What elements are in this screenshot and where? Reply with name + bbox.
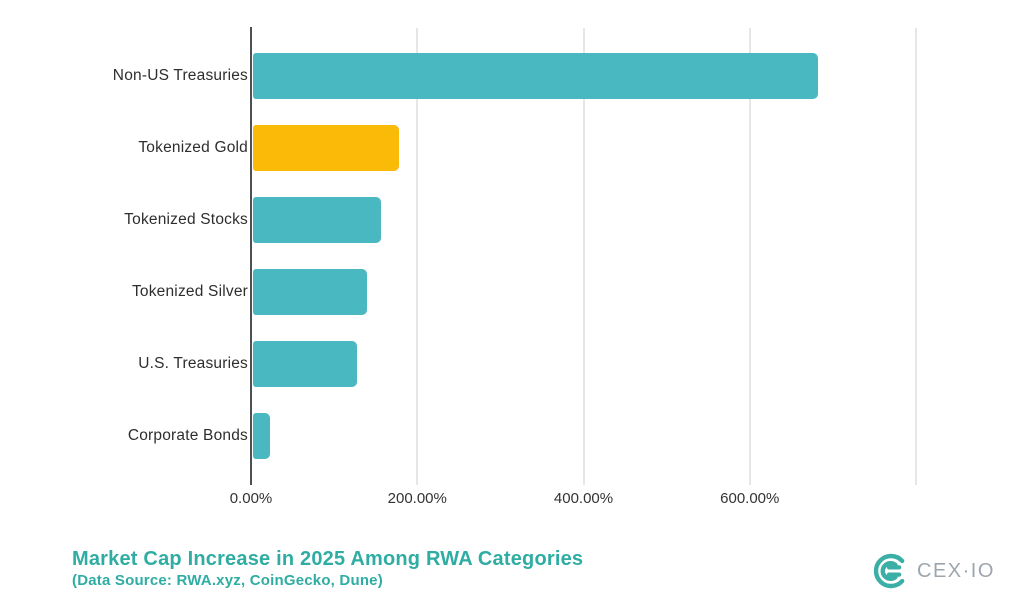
category-label-tokenized-gold: Tokenized Gold xyxy=(138,139,248,156)
bar-tokenized-silver xyxy=(253,269,367,315)
x-tick-label: 400.00% xyxy=(553,490,614,507)
bar-non-us-treasuries xyxy=(253,53,819,99)
category-label-u-s-treasuries: U.S. Treasuries xyxy=(138,355,248,372)
gridline xyxy=(416,28,419,485)
category-label-corporate-bonds: Corporate Bonds xyxy=(127,427,248,444)
cexio-logo: CEX·IO xyxy=(872,550,995,592)
y-axis-line xyxy=(250,27,252,485)
gridline xyxy=(582,28,585,485)
cexio-logo-icon xyxy=(872,551,910,591)
x-tick-label: 0.00% xyxy=(229,490,273,507)
chart-title: Market Cap Increase in 2025 Among RWA Ca… xyxy=(72,548,584,570)
x-tick-label: 600.00% xyxy=(720,490,780,507)
gridline xyxy=(748,28,751,485)
category-label-tokenized-silver: Tokenized Silver xyxy=(131,283,248,300)
bar-corporate-bonds xyxy=(253,413,270,459)
bar-tokenized-gold xyxy=(253,125,400,171)
bar-tokenized-stocks xyxy=(253,197,381,243)
category-label-tokenized-stocks: Tokenized Stocks xyxy=(124,211,248,228)
chart-subtitle: (Data Source: RWA.xyz, CoinGecko, Dune) xyxy=(72,572,383,589)
cexio-logo-text: CEX·IO xyxy=(917,559,995,582)
x-tick-label: 200.00% xyxy=(387,490,447,507)
bar-u-s-treasuries xyxy=(253,341,357,387)
gridline xyxy=(915,28,917,485)
category-label-non-us-treasuries: Non-US Treasuries xyxy=(112,67,248,84)
